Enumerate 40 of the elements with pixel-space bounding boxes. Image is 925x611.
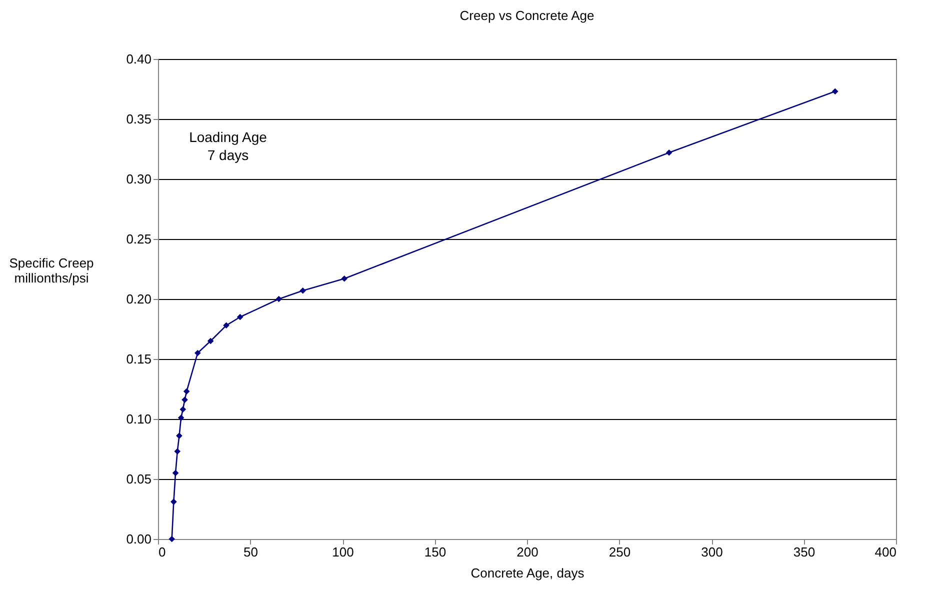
point <box>176 432 182 439</box>
x-tick-label: 350 <box>793 544 816 560</box>
x-tick-label: 250 <box>608 544 631 560</box>
y-axis-title: Specific Creep millionths/psi <box>9 256 94 286</box>
x-tick-label: 50 <box>244 544 258 560</box>
x-axis-title: Concrete Age, days <box>470 566 585 580</box>
annotation: Loading Age 7 days <box>189 129 268 163</box>
y-tick-label: 0.15 <box>126 352 152 366</box>
point <box>178 414 184 421</box>
x-tick-label: 0 <box>158 544 166 560</box>
point <box>832 88 838 95</box>
point <box>666 149 672 156</box>
point <box>236 314 244 320</box>
point <box>341 275 348 282</box>
point <box>300 287 306 294</box>
point <box>174 448 181 455</box>
x-tick-label: 300 <box>701 544 723 560</box>
point <box>182 396 188 403</box>
y-tick-label: 0.35 <box>126 112 152 126</box>
x-tick-label: 100 <box>332 544 354 560</box>
point <box>194 350 201 356</box>
point <box>207 338 214 344</box>
y-tick-label: 0.20 <box>126 292 152 306</box>
y-tick-label: 0.30 <box>126 172 152 186</box>
point <box>183 388 190 395</box>
y-tick-label: 0.00 <box>126 532 152 546</box>
point <box>172 470 179 476</box>
point <box>276 296 282 302</box>
x-tick-label: 400 <box>874 544 896 560</box>
point <box>170 498 177 505</box>
point <box>223 322 230 329</box>
y-tick-label: 0.40 <box>126 52 152 66</box>
y-tick-label: 0.05 <box>126 472 152 486</box>
y-tick-label: 0.10 <box>126 412 152 426</box>
x-tick-label: 150 <box>424 544 446 560</box>
point <box>180 406 186 413</box>
y-tick-label: 0.25 <box>126 232 152 246</box>
point <box>168 536 175 542</box>
chart-title: Creep vs Concrete Age <box>460 8 594 23</box>
x-tick-label: 200 <box>516 544 538 560</box>
